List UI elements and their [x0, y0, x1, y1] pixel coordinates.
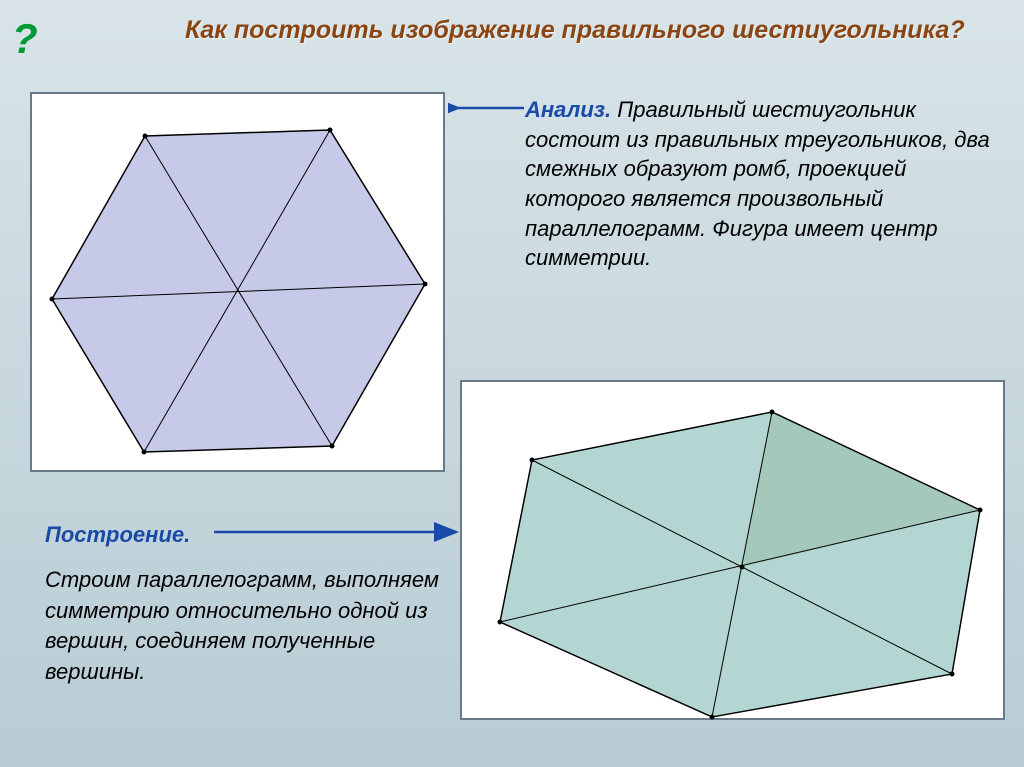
- page-title: Как построить изображение правильного ше…: [185, 14, 965, 48]
- analysis-lead: Анализ.: [525, 97, 611, 122]
- analysis-body: Правильный шестиугольник состоит из прав…: [525, 97, 990, 270]
- construction-text: Построение. Строим параллелограмм, выпол…: [45, 520, 440, 688]
- figure-regular-hexagon: [30, 92, 445, 472]
- construction-lead: Построение.: [45, 520, 440, 551]
- analysis-text: Анализ. Правильный шестиугольник состоит…: [525, 95, 1005, 273]
- construction-body: Строим параллелограмм, выполняем симметр…: [45, 567, 439, 684]
- question-mark: ?: [12, 15, 38, 63]
- figure-projected-hexagon: [460, 380, 1005, 720]
- arrow-analysis: [448, 98, 528, 118]
